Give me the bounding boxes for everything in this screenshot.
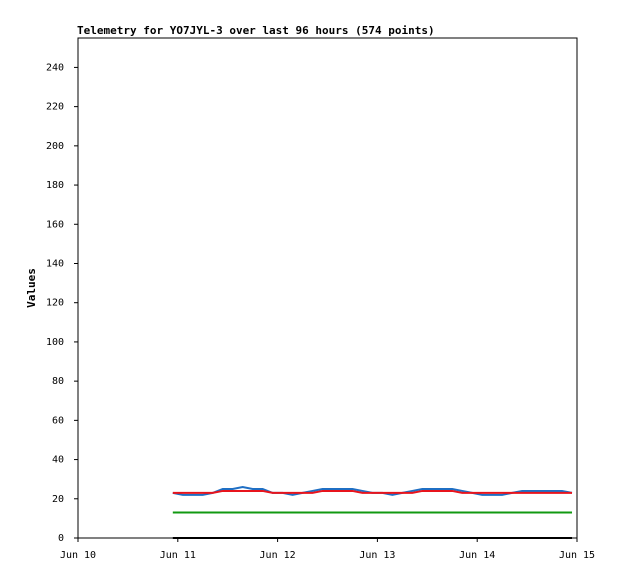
plot-frame [77,37,578,539]
y-tick-label: 220 [46,102,64,113]
x-tick-label: Jun 12 [260,550,296,561]
y-tick-label: 80 [52,376,64,387]
y-tick-label: 100 [46,337,64,348]
y-tick-label: 120 [46,298,64,309]
chart-title: Telemetry for YO7JYL-3 over last 96 hour… [77,24,435,37]
y-tick-label: 140 [46,258,64,269]
y-axis-label: Values [25,268,38,308]
series-line [172,489,573,494]
x-tick-label: Jun 15 [559,550,595,561]
y-tick-label: 180 [46,180,64,191]
x-tick-label: Jun 14 [459,550,495,561]
x-tick-label: Jun 10 [60,550,96,561]
y-tick-label: 240 [46,62,64,73]
y-tick-label: 20 [52,494,64,505]
x-tick-label: Jun 11 [160,550,196,561]
y-tick-label: 160 [46,219,64,230]
x-tick-label: Jun 13 [359,550,395,561]
y-tick-label: 40 [52,455,64,466]
y-tick-label: 60 [52,415,64,426]
y-tick-label: 0 [58,533,64,544]
y-tick-label: 200 [46,141,64,152]
